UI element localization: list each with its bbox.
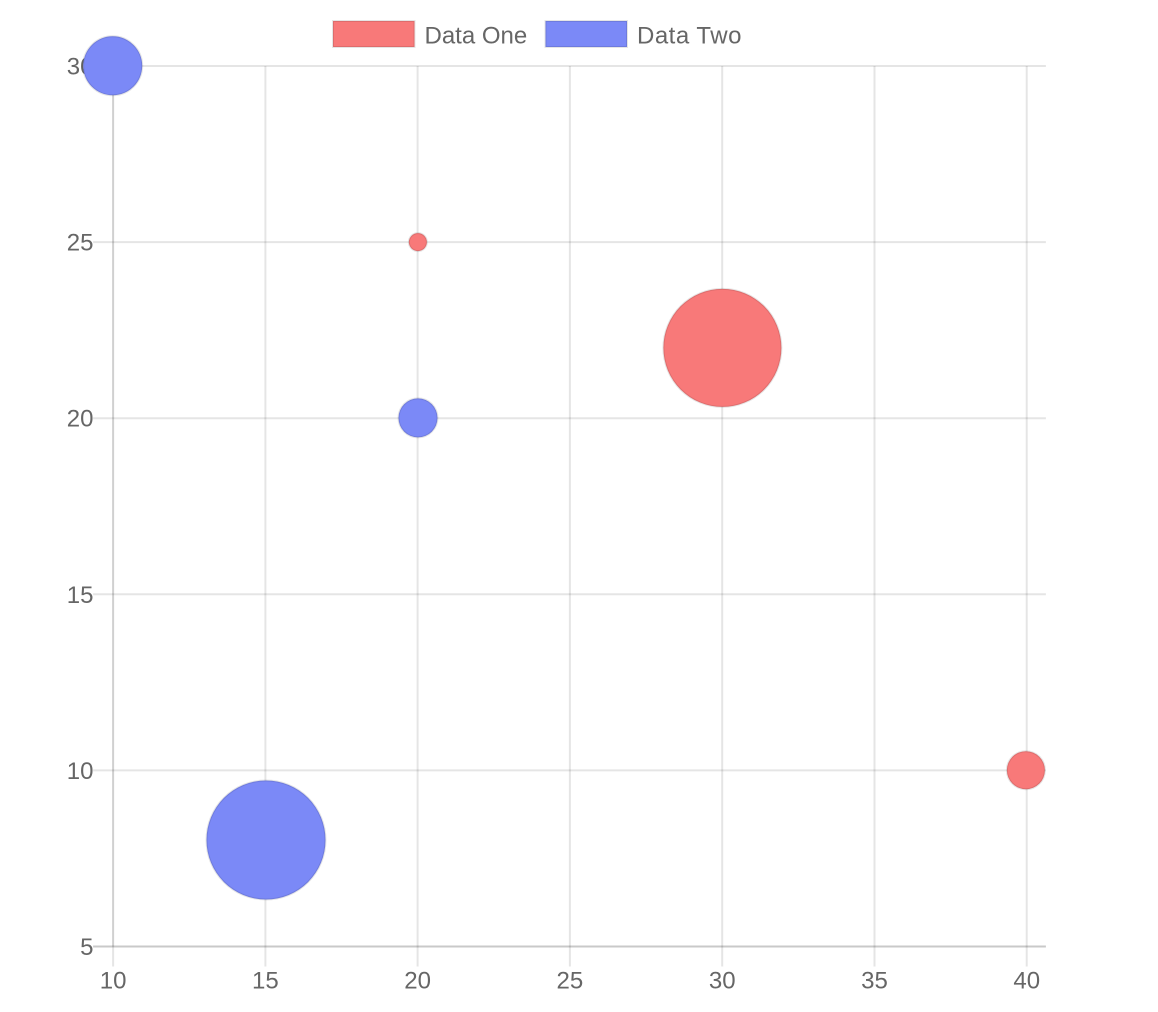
- svg-text:30: 30: [709, 968, 736, 995]
- svg-text:Data One: Data One: [425, 23, 528, 50]
- svg-text:10: 10: [67, 758, 94, 785]
- svg-text:20: 20: [404, 968, 431, 995]
- svg-text:Data Two: Data Two: [637, 23, 742, 50]
- svg-text:10: 10: [100, 968, 127, 995]
- svg-text:20: 20: [67, 406, 94, 433]
- svg-text:25: 25: [67, 230, 94, 257]
- svg-text:25: 25: [557, 968, 584, 995]
- svg-text:5: 5: [80, 934, 93, 961]
- svg-text:15: 15: [67, 582, 94, 609]
- svg-text:15: 15: [252, 968, 279, 995]
- svg-text:40: 40: [1013, 968, 1040, 995]
- svg-text:35: 35: [861, 968, 888, 995]
